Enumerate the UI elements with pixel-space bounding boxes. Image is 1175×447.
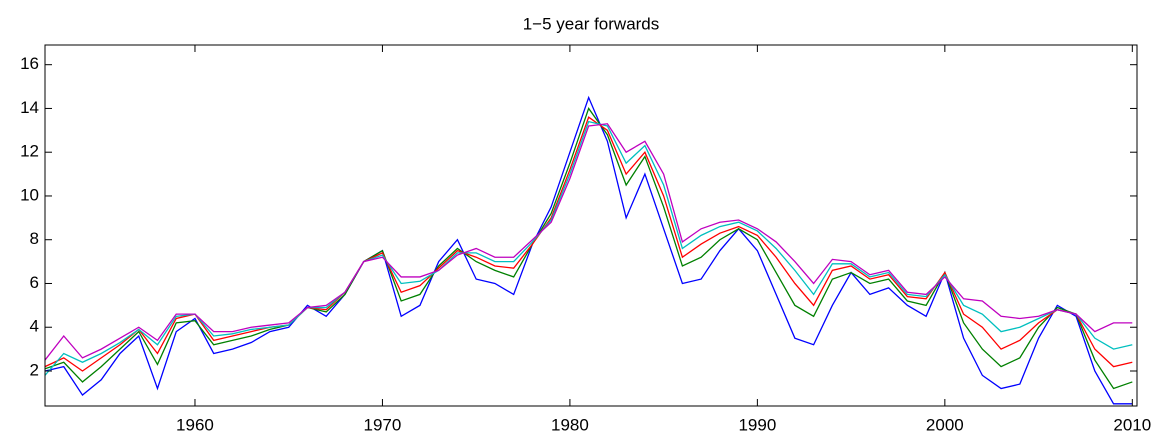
y-tick-label: 16 — [20, 54, 39, 73]
y-tick-label: 10 — [20, 185, 39, 204]
series-line — [45, 116, 1133, 372]
x-tick-label: 1980 — [551, 415, 589, 434]
chart-title: 1−5 year forwards — [523, 14, 660, 33]
x-tick-label: 1990 — [738, 415, 776, 434]
plot-frame — [44, 44, 1138, 407]
x-tick-label: 2000 — [926, 415, 964, 434]
y-tick-label: 12 — [20, 142, 39, 161]
y-tick-label: 6 — [30, 273, 39, 292]
y-tick-label: 2 — [30, 360, 39, 379]
plot-lines — [45, 95, 1133, 405]
y-tick-label: 14 — [20, 98, 39, 117]
x-tick-label: 1970 — [364, 415, 402, 434]
series-line — [45, 95, 1133, 405]
x-tick-label: 2010 — [1113, 415, 1151, 434]
series-line — [45, 123, 1133, 361]
x-tick-label: 1960 — [176, 415, 214, 434]
series-line — [45, 107, 1133, 390]
y-tick-label: 8 — [30, 229, 39, 248]
y-tick-label: 4 — [30, 317, 39, 336]
